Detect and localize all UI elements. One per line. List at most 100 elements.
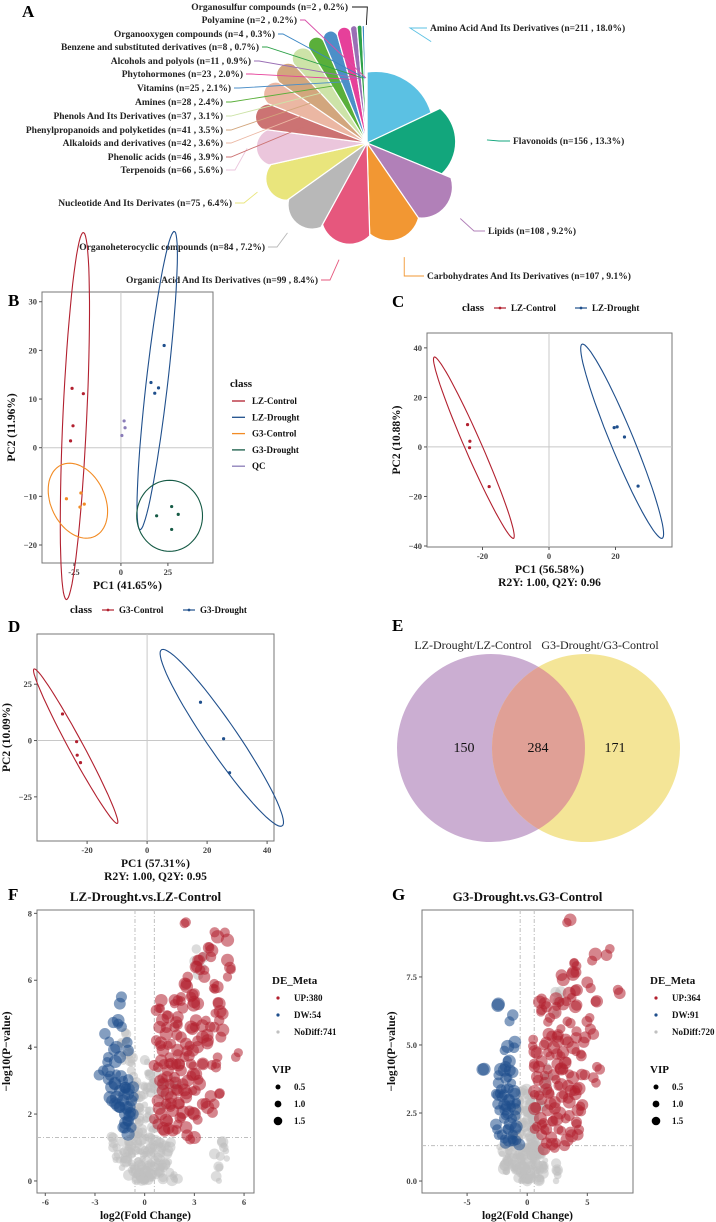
petal-label: Organosulfur compounds (n=2 , 0.2%) — [191, 2, 348, 13]
legend-label: G3-Drought — [252, 445, 299, 455]
panel-letter-d: D — [8, 617, 20, 636]
sample-point — [228, 771, 232, 775]
confidence-ellipse-g3-drought — [136, 479, 204, 552]
panel-letter-b: B — [8, 291, 19, 310]
model-stats: R2Y: 1.00, Q2Y: 0.95 — [104, 871, 207, 883]
sample-point — [149, 380, 153, 385]
petal-label: Organoheterocyclic compounds (n=84 , 7.2… — [79, 242, 265, 253]
volcano-point-up — [556, 1126, 567, 1136]
volcano-point-up — [528, 1102, 542, 1116]
x-tick-label: 0 — [547, 551, 551, 561]
venn-count-g3-only: 171 — [605, 741, 626, 756]
volcano-point-down — [121, 1037, 133, 1048]
legend-title: class — [70, 604, 93, 616]
x-tick-label: 20 — [203, 845, 212, 855]
volcano-point-up — [160, 1022, 172, 1033]
size-legend-title: VIP — [272, 1064, 291, 1076]
volcano-point-down — [477, 1062, 491, 1076]
volcano-point-down — [490, 1118, 502, 1131]
volcano-point-up — [533, 1090, 545, 1101]
volcano-point-nodiff — [166, 1174, 178, 1187]
leader-line — [254, 60, 360, 79]
leader-line — [226, 90, 328, 117]
size-legend-label: 0.5 — [672, 1082, 684, 1092]
legend-label: LZ-Control — [252, 396, 297, 406]
volcano-point-nodiff — [517, 1148, 527, 1158]
legend-key — [654, 1030, 658, 1034]
petal-9 — [262, 81, 368, 144]
volcano-point-up — [563, 913, 577, 927]
volcano-point-up — [160, 1087, 174, 1101]
legend-label: G3-Drought — [200, 605, 247, 615]
confidence-ellipse-g3-control — [47, 462, 109, 539]
legend-label: UP:380 — [294, 993, 323, 1003]
sample-point — [153, 391, 157, 395]
legend-key-dot — [187, 608, 191, 612]
petal-label: Vitamins (n=25 , 2.1%) — [137, 83, 231, 94]
y-tick-label: −20 — [24, 540, 37, 550]
sample-point — [615, 425, 619, 429]
volcano-point-down — [128, 1091, 139, 1102]
sample-point — [636, 484, 640, 488]
petal-5 — [287, 142, 368, 230]
volcano-point-up — [590, 995, 604, 1008]
volcano-point-up — [537, 1142, 551, 1156]
volcano-point-up — [547, 1115, 559, 1127]
volcano-point-nodiff — [155, 1144, 167, 1155]
volcano-point-up — [226, 964, 236, 975]
venn-set-label: G3-Drought/G3-Control — [541, 638, 659, 652]
volcano-point-up — [576, 1049, 586, 1059]
volcano-point-up — [205, 944, 219, 958]
volcano-point-up — [186, 1022, 199, 1036]
legend-label: G3-Control — [119, 605, 164, 615]
legend-key — [276, 1013, 280, 1017]
panel-letter-g: G — [392, 885, 405, 904]
volcano-point-up — [148, 1060, 160, 1071]
leader-line — [226, 100, 319, 131]
size-legend-key — [275, 1084, 281, 1090]
size-legend-label: 1.5 — [672, 1116, 684, 1126]
sample-point — [222, 737, 226, 741]
legend-label: QC — [252, 461, 266, 471]
volcano-point-up — [207, 1107, 218, 1118]
panel-g-volcano: G -5 0 5 0.0 2.5 5.0 7.5 log2(Fold Change) −log1… — [386, 885, 715, 1222]
sample-point — [176, 512, 180, 516]
confidence-ellipse-lz-drought — [580, 343, 665, 539]
volcano-point-up — [549, 1142, 560, 1153]
volcano-point-nodiff — [552, 1177, 560, 1185]
volcano-point-up — [168, 994, 181, 1006]
sample-point — [71, 424, 75, 428]
volcano-point-up — [219, 927, 230, 938]
sample-point — [198, 700, 203, 704]
y-tick-label: 30 — [29, 297, 38, 307]
x-tick-label: -20 — [81, 845, 92, 855]
y-tick-label: 0 — [33, 443, 37, 453]
sample-point — [468, 439, 472, 443]
panel-a-petal-chart: A Amino Acid And Its Derivatives (n=211 … — [22, 2, 631, 286]
volcano-point-nodiff — [219, 1142, 229, 1153]
y-axis-title: PC2 (10.88%) — [391, 405, 403, 474]
x-axis-title: PC1 (57.31%) — [121, 858, 190, 870]
confidence-ellipse-lz-control — [59, 231, 91, 601]
sample-point — [79, 491, 83, 495]
y-tick-label: 0.0 — [406, 1176, 417, 1186]
volcano-point-up — [544, 1097, 557, 1110]
volcano-point-nodiff — [551, 1158, 562, 1169]
x-tick-label: -5 — [464, 1197, 471, 1207]
volcano-point-up — [612, 984, 624, 996]
confidence-ellipse-lz-control — [432, 356, 515, 540]
volcano-point-up — [551, 1001, 562, 1011]
leader-line — [352, 6, 368, 26]
y-axis-title: PC2 (11.96%) — [6, 393, 18, 462]
size-legend-label: 1.5 — [294, 1116, 306, 1126]
volcano-point-nodiff — [124, 1143, 132, 1152]
petal-1 — [365, 107, 457, 175]
x-tick-label: 20 — [611, 551, 620, 561]
volcano-point-nodiff — [130, 1145, 141, 1156]
sample-point — [70, 386, 74, 390]
volcano-point-nodiff — [497, 1162, 510, 1175]
volcano-point-nodiff — [108, 1138, 119, 1149]
volcano-point-up — [193, 1074, 204, 1085]
sample-point — [156, 386, 161, 390]
sample-point — [162, 343, 166, 348]
